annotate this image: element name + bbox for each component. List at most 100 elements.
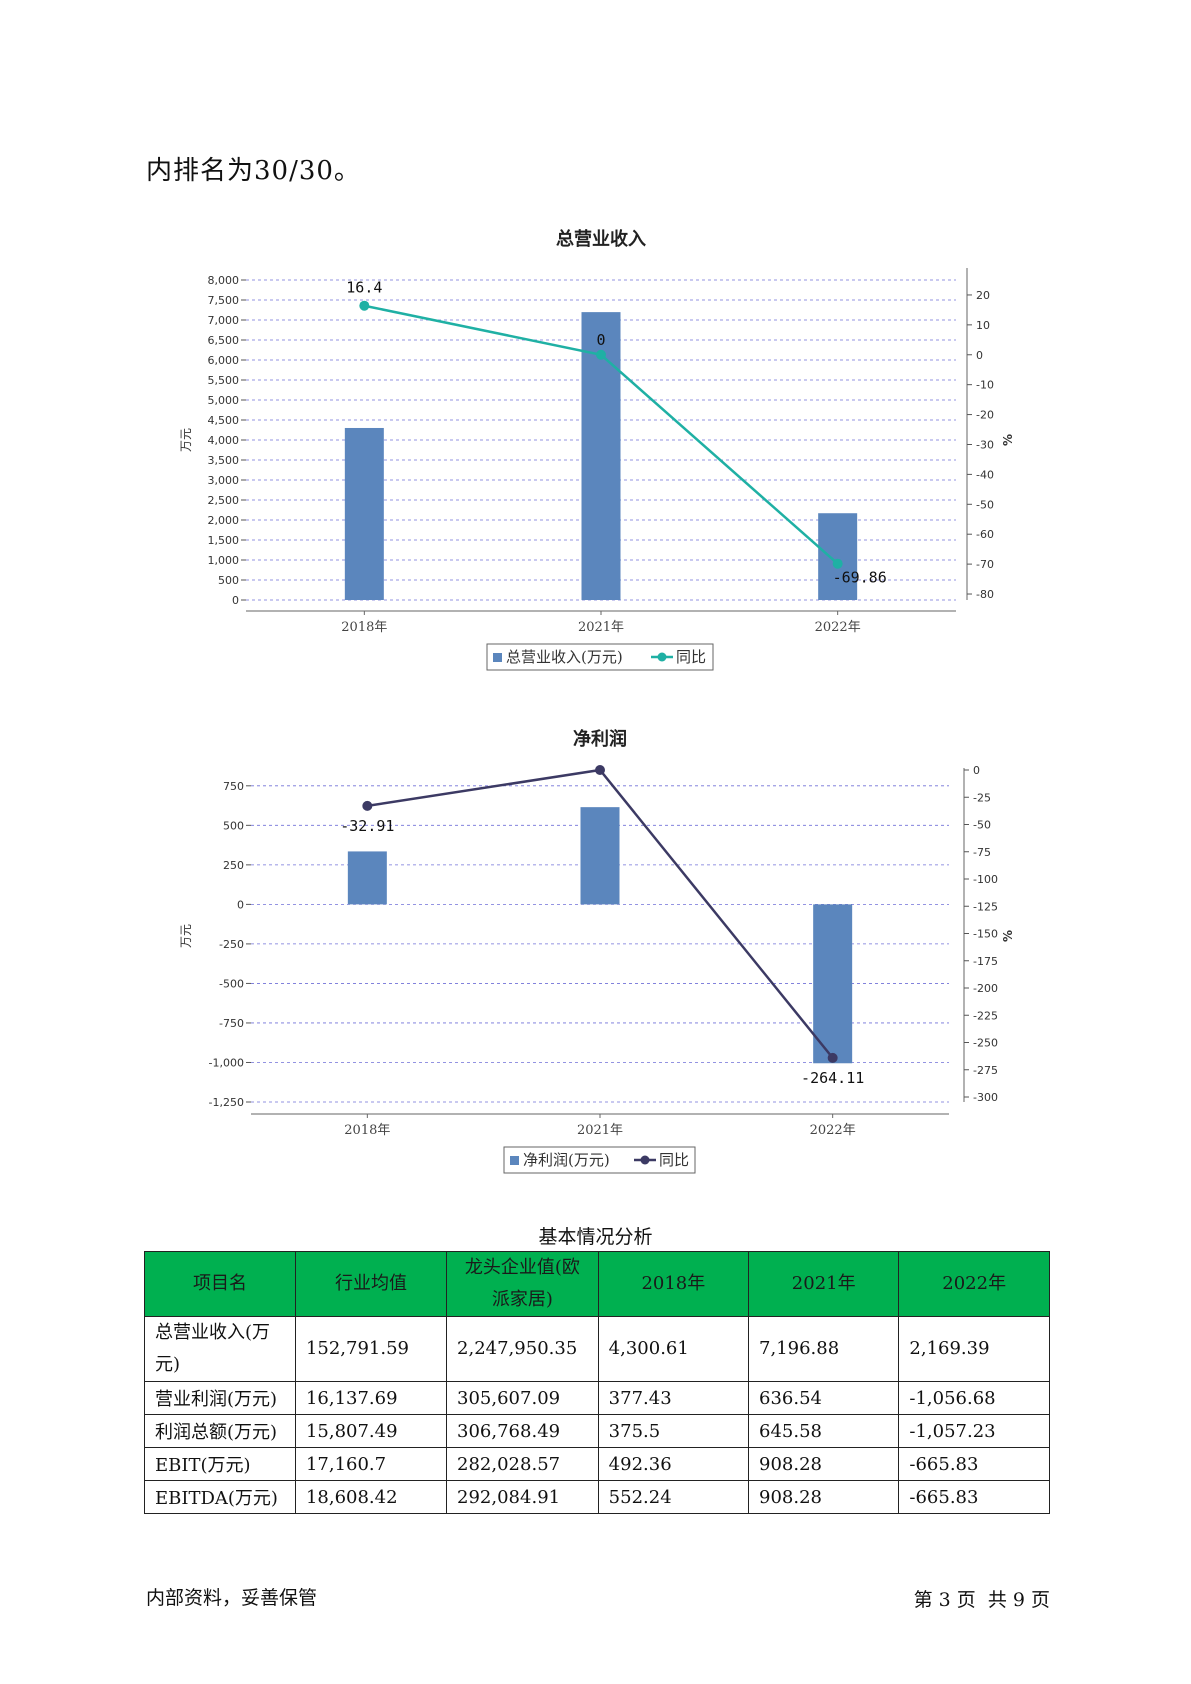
line-point — [359, 300, 370, 311]
table-row: EBIT(万元) 17,160.7 282,028.57 492.36 908.… — [144, 1447, 1050, 1481]
header-industry-avg: 行业均值 — [294, 1251, 448, 1317]
legend-swatch-bar — [510, 1156, 519, 1165]
row-label: 总营业收入(万元) — [144, 1316, 296, 1382]
data-label: -264.11 — [801, 1069, 864, 1087]
legend-label-line: 同比 — [676, 648, 706, 666]
table-cell: 15,807.49 — [294, 1414, 448, 1448]
table-cell: -1,056.68 — [898, 1381, 1050, 1415]
y-tick-label: 2,000 — [208, 514, 240, 527]
y2-tick-label: -80 — [976, 588, 994, 601]
y-tick-label: 8,000 — [208, 274, 240, 287]
legend-label-bar: 净利润(万元) — [523, 1151, 610, 1169]
table-cell: 16,137.69 — [294, 1381, 448, 1415]
legend-label-bar: 总营业收入(万元) — [506, 648, 623, 666]
y-tick-label: 4,000 — [208, 434, 240, 447]
y2-tick-label: -275 — [973, 1064, 998, 1077]
chart-title: 净利润 — [573, 728, 627, 750]
y2-tick-label: -10 — [976, 379, 994, 392]
bar — [580, 807, 620, 905]
header-item: 项目名 — [144, 1251, 296, 1317]
y-tick-label: 750 — [223, 780, 244, 793]
row-label: EBITDA(万元) — [144, 1480, 296, 1514]
y-tick-label: 0 — [232, 594, 239, 607]
table-cell: 306,768.49 — [446, 1414, 599, 1448]
x-tick-label: 2022年 — [810, 1123, 856, 1138]
table-cell: 152,791.59 — [294, 1316, 448, 1382]
legend-swatch-point — [657, 652, 667, 662]
table-cell: 636.54 — [748, 1381, 900, 1415]
line-point — [362, 800, 373, 811]
y2-tick-label: -225 — [973, 1009, 998, 1022]
y2-axis-label: % — [1001, 434, 1015, 446]
row-label: EBIT(万元) — [144, 1447, 296, 1481]
bar — [581, 312, 621, 600]
legend-label-line: 同比 — [659, 1151, 689, 1169]
row-label: 营业利润(万元) — [144, 1381, 296, 1415]
table-cell: 17,160.7 — [294, 1447, 448, 1481]
y-tick-label: -250 — [219, 938, 244, 951]
y-tick-label: -1,000 — [209, 1056, 244, 1069]
y2-tick-label: -300 — [973, 1091, 998, 1104]
data-label: -69.86 — [833, 569, 887, 587]
y-tick-label: -500 — [219, 977, 244, 990]
y2-tick-label: -125 — [973, 900, 998, 913]
y2-tick-label: -200 — [973, 982, 998, 995]
table-cell: 2,247,950.35 — [446, 1316, 599, 1382]
chart-title: 总营业收入 — [556, 228, 646, 250]
y2-tick-label: -50 — [976, 498, 994, 511]
line-point — [827, 1052, 838, 1063]
y2-tick-label: -100 — [973, 873, 998, 886]
y2-tick-label: -60 — [976, 528, 994, 541]
table-row: 利润总额(万元) 15,807.49 306,768.49 375.5 645.… — [144, 1414, 1050, 1448]
y2-tick-label: 20 — [976, 289, 990, 302]
header-2018: 2018年 — [597, 1251, 750, 1317]
y-tick-label: 4,500 — [208, 414, 240, 427]
x-tick-label: 2021年 — [578, 620, 624, 635]
line-point — [596, 349, 606, 360]
line-point — [595, 765, 605, 775]
legend-box — [486, 643, 714, 671]
y2-tick-label: -75 — [973, 846, 991, 859]
x-tick-label: 2018年 — [344, 1123, 390, 1138]
table-cell: 908.28 — [748, 1447, 900, 1481]
y-axis-label: 万元 — [179, 924, 193, 948]
y-tick-label: 7,000 — [208, 314, 240, 327]
table-row: 总营业收入(万元) 152,791.59 2,247,950.35 4,300.… — [144, 1316, 1050, 1382]
y2-tick-label: -25 — [973, 791, 991, 804]
footer-confidential-note: 内部资料，妥善保管 — [146, 1587, 318, 1609]
table-header-row: 项目名 行业均值 龙头企业值(欧派家居) 2018年 2021年 2022年 — [144, 1251, 1050, 1317]
y-tick-label: 5,000 — [208, 394, 240, 407]
revenue-chart: 总营业收入 0 500 1,000 1,500 2,000 2,500 3,000 3,500 4… — [179, 228, 1015, 671]
data-label: 16.4 — [346, 279, 382, 297]
y-tick-label: -1,250 — [209, 1096, 244, 1109]
table-cell: 492.36 — [597, 1447, 750, 1481]
table-cell: 7,196.88 — [748, 1316, 900, 1382]
table-cell: 645.58 — [748, 1414, 900, 1448]
y-tick-label: 1,000 — [208, 554, 240, 567]
header-2021: 2021年 — [748, 1251, 900, 1317]
y-tick-label: 500 — [218, 574, 239, 587]
table-row: 营业利润(万元) 16,137.69 305,607.09 377.43 636… — [144, 1381, 1050, 1415]
y-tick-label: 7,500 — [208, 294, 240, 307]
table-cell: 2,169.39 — [898, 1316, 1050, 1382]
y2-tick-label: -175 — [973, 955, 998, 968]
net-profit-chart: 净利润 750 500 250 0 -250 -500 -750 -1,000 -1,250 万元 0… — [179, 728, 1015, 1174]
data-label: -32.91 — [340, 817, 394, 835]
y-tick-label: 250 — [223, 859, 244, 872]
y2-tick-label: -40 — [976, 468, 994, 481]
y2-tick-label: -70 — [976, 558, 994, 571]
basic-analysis-table: 项目名 行业均值 龙头企业值(欧派家居) 2018年 2021年 2022年 总… — [144, 1251, 1050, 1514]
y2-tick-label: -150 — [973, 928, 998, 941]
y-tick-label: 3,000 — [208, 474, 240, 487]
legend-swatch-point — [640, 1155, 650, 1165]
table-cell: 908.28 — [748, 1480, 900, 1514]
y2-tick-label: 10 — [976, 319, 990, 332]
legend-box — [503, 1146, 696, 1174]
table-cell: 305,607.09 — [446, 1381, 599, 1415]
table-cell: 552.24 — [597, 1480, 750, 1514]
x-tick-label: 2018年 — [341, 620, 387, 635]
row-label: 利润总额(万元) — [144, 1414, 296, 1448]
header-2022: 2022年 — [898, 1251, 1050, 1317]
y-tick-label: 3,500 — [208, 454, 240, 467]
data-label: 0 — [596, 331, 605, 349]
